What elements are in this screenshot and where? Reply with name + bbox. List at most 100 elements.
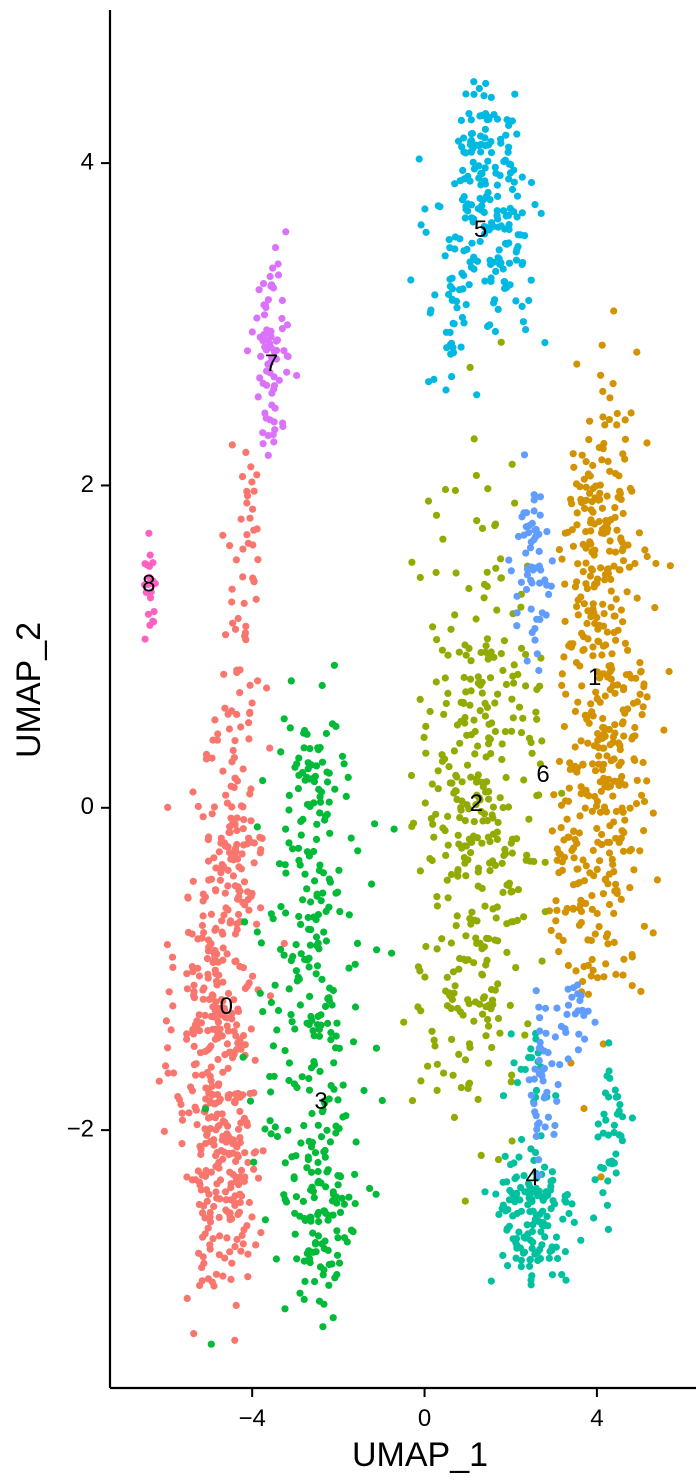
cell-point-cluster-6	[505, 556, 513, 564]
cell-point-cluster-1	[616, 487, 624, 495]
cell-point-cluster-0	[215, 1213, 223, 1221]
cell-point-cluster-4	[561, 1196, 569, 1204]
cell-point-cluster-7	[275, 376, 283, 384]
cell-point-cluster-1	[588, 955, 596, 964]
cell-point-cluster-0	[201, 1125, 209, 1133]
cell-point-cluster-2	[524, 1020, 532, 1028]
cell-point-cluster-5	[458, 313, 466, 322]
cell-point-cluster-0	[219, 1272, 227, 1280]
cell-point-cluster-4	[517, 1207, 526, 1215]
cell-point-cluster-3	[266, 1117, 274, 1125]
cell-point-cluster-2	[457, 698, 465, 707]
cell-point-cluster-0	[229, 1170, 237, 1178]
cell-point-cluster-5	[491, 163, 499, 171]
cell-point-cluster-2	[478, 945, 486, 953]
cell-point-cluster-1	[617, 834, 625, 842]
cell-point-cluster-1	[562, 690, 570, 698]
cell-point-cluster-1	[585, 792, 593, 800]
cell-point-cluster-1	[607, 587, 615, 595]
cell-point-cluster-1	[595, 923, 603, 931]
cell-point-cluster-2	[522, 856, 530, 864]
cell-point-cluster-1	[601, 876, 609, 884]
cell-point-cluster-0	[224, 1122, 232, 1130]
cell-point-cluster-7	[279, 419, 287, 427]
cell-point-cluster-3	[349, 1228, 357, 1236]
cell-point-cluster-3	[310, 1032, 318, 1040]
cell-point-cluster-6	[531, 636, 539, 644]
cell-point-cluster-1	[599, 714, 607, 723]
cell-point-cluster-2	[452, 922, 460, 930]
cell-point-cluster-5	[484, 188, 492, 197]
cell-point-cluster-3	[299, 896, 307, 904]
cell-point-cluster-5	[519, 318, 528, 326]
cell-point-cluster-4	[527, 1281, 535, 1289]
cell-point-cluster-1	[601, 692, 609, 700]
cell-point-cluster-6	[523, 571, 532, 579]
cell-point-cluster-0	[247, 463, 255, 471]
cell-point-cluster-1	[605, 775, 613, 783]
cell-point-cluster-0	[164, 803, 172, 812]
cell-point-cluster-2	[498, 859, 506, 867]
cell-point-cluster-1	[614, 626, 622, 634]
cell-point-cluster-1	[573, 509, 581, 517]
cell-point-cluster-1	[611, 513, 619, 522]
cell-point-cluster-1	[575, 829, 584, 837]
cell-point-cluster-3	[321, 1146, 329, 1155]
cell-point-cluster-3	[320, 928, 328, 936]
cell-point-cluster-0	[227, 1180, 235, 1188]
cell-point-cluster-0	[233, 1021, 241, 1029]
cell-point-cluster-3	[246, 1097, 255, 1105]
cell-point-cluster-0	[187, 1083, 195, 1091]
cell-point-cluster-0	[216, 1232, 224, 1240]
cell-point-cluster-3	[310, 1060, 319, 1068]
cell-point-cluster-0	[208, 1278, 216, 1286]
cell-point-cluster-2	[490, 653, 498, 661]
cell-point-cluster-1	[631, 732, 639, 740]
cell-point-cluster-2	[491, 861, 499, 870]
cell-point-cluster-1	[599, 1040, 607, 1048]
cell-point-cluster-0	[215, 1251, 223, 1259]
cell-point-cluster-0	[199, 813, 207, 821]
cell-point-cluster-3	[322, 937, 330, 945]
cell-point-cluster-5	[441, 252, 449, 260]
cell-point-cluster-0	[224, 882, 232, 890]
cell-point-cluster-6	[523, 657, 531, 665]
cell-point-cluster-5	[470, 78, 478, 86]
cell-point-cluster-0	[231, 930, 240, 938]
cell-point-cluster-0	[225, 725, 233, 733]
cell-point-cluster-6	[578, 1006, 587, 1014]
cell-point-cluster-1	[660, 726, 668, 734]
cell-point-cluster-8	[143, 561, 151, 569]
cell-point-cluster-4	[527, 1045, 535, 1053]
cell-point-cluster-6	[541, 1123, 549, 1131]
cell-point-cluster-4	[591, 1176, 599, 1184]
cell-point-cluster-4	[610, 1128, 618, 1137]
cell-point-cluster-1	[607, 603, 615, 611]
cell-point-cluster-0	[208, 1091, 217, 1099]
cell-point-cluster-0	[233, 826, 241, 835]
cell-point-cluster-3	[342, 1112, 350, 1120]
cell-point-cluster-1	[596, 778, 604, 786]
cell-point-cluster-0	[233, 814, 241, 822]
cell-point-cluster-5	[537, 209, 545, 217]
cell-point-cluster-0	[263, 684, 271, 692]
cell-point-cluster-1	[555, 849, 563, 858]
cell-point-cluster-0	[239, 803, 247, 811]
cell-point-cluster-0	[207, 910, 215, 918]
cell-point-cluster-5	[502, 212, 510, 220]
cell-point-cluster-0	[252, 1241, 260, 1249]
cell-point-cluster-0	[170, 1069, 178, 1077]
cell-point-cluster-1	[586, 519, 595, 527]
cell-point-cluster-1	[558, 670, 566, 678]
cell-point-cluster-0	[163, 941, 171, 949]
cell-point-cluster-6	[520, 509, 528, 517]
cell-point-cluster-6	[577, 992, 585, 1000]
cell-point-cluster-0	[236, 1198, 244, 1207]
cell-point-cluster-2	[439, 824, 447, 832]
cell-point-cluster-3	[305, 963, 313, 971]
cell-point-cluster-3	[307, 1213, 315, 1221]
cell-point-cluster-3	[310, 913, 318, 921]
cell-point-cluster-1	[598, 525, 607, 534]
cell-point-cluster-4	[616, 1101, 624, 1109]
cell-point-cluster-6	[536, 493, 545, 501]
